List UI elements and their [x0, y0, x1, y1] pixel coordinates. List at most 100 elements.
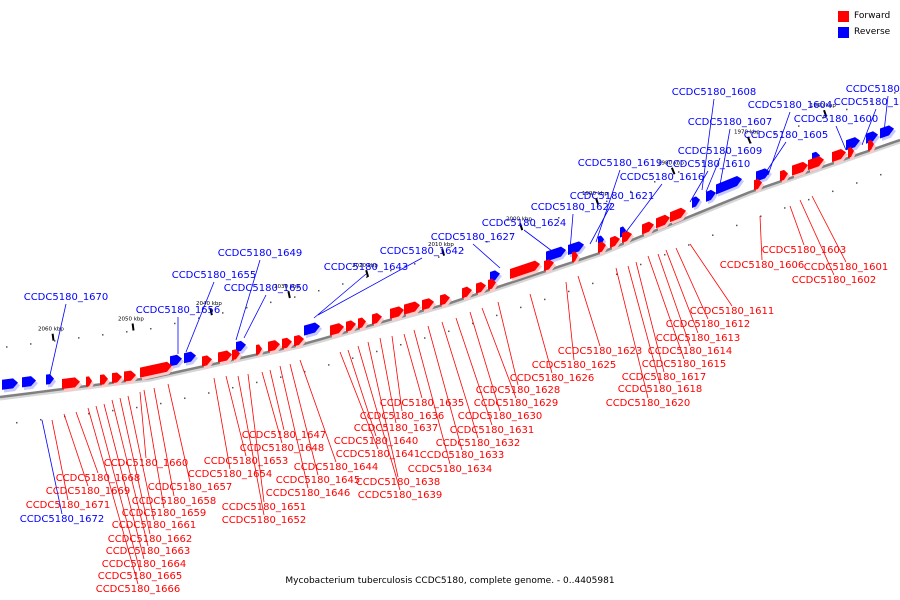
forward-gene-label-leader — [95, 405, 141, 572]
scale-dot — [328, 364, 330, 366]
forward-gene-label: CCDC5180_1601 — [804, 262, 889, 273]
forward-gene-label-leader — [213, 377, 231, 470]
forward-gene-label: CCDC5180_1663 — [106, 546, 191, 557]
scale-dot — [520, 306, 522, 309]
ruler-tick-label: 2040 kbp — [196, 301, 222, 307]
forward-gene-arrow — [124, 370, 138, 385]
reverse-gene-label-leader — [705, 157, 721, 193]
forward-gene-arrow — [780, 169, 790, 184]
forward-gene-label: CCDC5180_1664 — [102, 559, 187, 570]
reverse-gene-label: CCDC5180_1600 — [794, 114, 879, 125]
forward-gene-arrow-body — [544, 259, 554, 271]
scale-dot — [760, 215, 762, 218]
legend: Forward Reverse — [838, 8, 890, 40]
scale-dot — [352, 357, 354, 359]
forward-gene-arrow-body — [622, 230, 632, 244]
forward-gene-label: CCDC5180_1623 — [558, 346, 643, 357]
forward-gene-label: CCDC5180_1668 — [56, 473, 141, 484]
reverse-gene-arrow-body — [846, 137, 860, 151]
forward-gene-label-leader — [379, 337, 397, 424]
scale-dot — [736, 224, 738, 227]
forward-gene-label: CCDC5180_1615 — [642, 359, 727, 370]
forward-gene-label: CCDC5180_1628 — [476, 385, 561, 396]
scale-dot — [630, 190, 632, 193]
forward-gene-label-leader — [403, 333, 423, 399]
forward-gene-arrow-body — [462, 286, 472, 299]
legend-forward-label: Forward — [854, 11, 891, 21]
forward-gene-arrow-body — [232, 349, 240, 361]
reverse-gene-label: CCDC5180_1642 — [380, 246, 465, 257]
scale-dot — [448, 330, 450, 333]
forward-gene-label: CCDC5180_1651 — [222, 502, 307, 513]
reverse-gene-label-leader — [313, 273, 367, 319]
forward-gene-arrow-body — [256, 344, 262, 356]
forward-gene-label-leader — [657, 253, 691, 347]
forward-gene-arrow — [832, 149, 848, 165]
reverse-gene-label: CCDC5180_1627 — [431, 232, 516, 243]
reverse-gene-label-leader — [41, 419, 63, 515]
scale-dot — [222, 312, 224, 314]
forward-gene-arrow-body — [656, 214, 670, 229]
forward-gene-label-leader — [167, 383, 191, 483]
backbone-shadow — [0, 139, 900, 401]
forward-gene-arrow — [422, 298, 436, 313]
ruler-tick-label: 1980 kbp — [658, 161, 684, 167]
forward-gene-arrow — [808, 156, 826, 173]
ruler-tick-label: 1990 kbp — [582, 191, 608, 197]
scale-dot — [808, 198, 810, 201]
forward-gene-arrow — [140, 361, 174, 381]
reverse-gene-arrow — [692, 196, 702, 211]
scale-dot — [774, 133, 776, 136]
reverse-gene-label-leader — [689, 170, 709, 203]
forward-gene-arrow-body — [62, 377, 80, 390]
forward-gene-arrow-body — [268, 340, 280, 352]
scale-dot — [832, 190, 834, 193]
forward-gene-arrow-body — [372, 313, 382, 325]
forward-gene-label-leader — [225, 375, 247, 457]
scale-dot — [798, 125, 800, 127]
reverse-gene-label-leader — [523, 229, 557, 255]
forward-gene-label: CCDC5180_1633 — [420, 450, 505, 461]
forward-gene-label-leader — [289, 363, 319, 476]
scale-dot — [894, 92, 896, 94]
scale-dot — [726, 151, 728, 154]
reverse-gene-arrow-body — [706, 189, 716, 202]
reverse-gene-label-leader — [589, 202, 613, 245]
scale-dot — [184, 397, 186, 400]
forward-gene-label-leader — [665, 249, 699, 334]
forward-gene-label-leader — [529, 293, 553, 374]
forward-gene-arrow-body — [330, 323, 344, 336]
reverse-gene-label-leader — [835, 125, 847, 151]
reverse-gene-arrow — [880, 125, 896, 141]
scale-dot — [198, 317, 200, 319]
forward-gene-arrow — [62, 377, 82, 392]
scale-dot — [534, 225, 536, 227]
scale-dot — [702, 161, 704, 164]
forward-gene-arrow — [346, 320, 358, 335]
reverse-gene-label: CCDC5180_1655 — [172, 270, 257, 281]
scale-dot — [472, 322, 474, 325]
forward-gene-label-leader — [51, 419, 69, 501]
reverse-gene-label: CCDC5180_1650 — [224, 283, 309, 294]
reverse-gene-label: CCDC5180_1610 — [666, 159, 751, 170]
scale-dot — [400, 344, 402, 346]
reverse-gene-label-leader — [625, 183, 663, 233]
reverse-gene-label: CCDC5180_1616 — [620, 172, 705, 183]
forward-gene-label-leader — [261, 371, 283, 444]
forward-gene-label-leader — [647, 255, 685, 360]
scale-dot — [150, 328, 152, 330]
forward-gene-arrow-body — [202, 355, 212, 367]
forward-gene-label-leader — [627, 265, 661, 385]
scale-dot — [304, 370, 306, 373]
forward-gene-label: CCDC5180_1661 — [112, 520, 197, 531]
forward-gene-arrow — [476, 281, 488, 296]
reverse-gene-label-leader — [49, 303, 67, 376]
forward-gene-arrow — [100, 374, 110, 388]
reverse-gene-label-leader — [861, 108, 877, 146]
forward-gene-label: CCDC5180_1665 — [98, 571, 183, 582]
forward-gene-arrow-body — [140, 361, 172, 378]
scale-dot — [88, 412, 90, 415]
ruler-tick-label: 1960 kbp — [810, 103, 836, 109]
